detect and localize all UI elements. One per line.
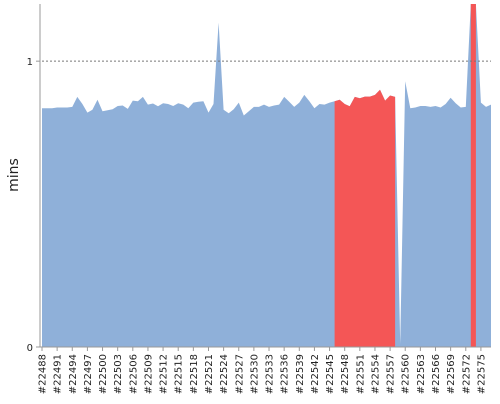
y-tick-label: 0 bbox=[27, 343, 33, 354]
x-tick-label: #22533 bbox=[265, 354, 276, 394]
x-tick-label: #22548 bbox=[340, 354, 351, 394]
x-tick-label: #22494 bbox=[68, 354, 79, 394]
area-series-group bbox=[42, 4, 491, 348]
x-tick-label: #22542 bbox=[310, 354, 321, 394]
x-tick-label: #22491 bbox=[53, 354, 64, 394]
area-highlight-2 bbox=[470, 4, 476, 347]
x-tick-label: #22512 bbox=[159, 354, 170, 394]
x-tick-label: #22557 bbox=[386, 354, 397, 394]
x-tick-label: #22500 bbox=[98, 354, 109, 394]
x-tick-label: #22554 bbox=[371, 354, 382, 394]
x-tick-label: #22506 bbox=[128, 354, 139, 394]
x-tick-label: #22551 bbox=[355, 354, 366, 394]
area-series-normal bbox=[42, 4, 491, 347]
x-tick-label: #22497 bbox=[83, 354, 94, 394]
x-tick-label: #22509 bbox=[143, 354, 154, 394]
x-tick-label: #22563 bbox=[416, 354, 427, 394]
x-tick-label: #22503 bbox=[113, 354, 124, 394]
x-tick-label: #22566 bbox=[431, 354, 442, 394]
x-tick-label: #22539 bbox=[295, 354, 306, 394]
x-tick-label: #22521 bbox=[204, 354, 215, 394]
x-tick-labels-group: #22488 #22491 #22494 #22497 #22500 #22503 #225… bbox=[38, 347, 487, 394]
x-tick-label: #22524 bbox=[219, 354, 230, 394]
x-tick-label: #22518 bbox=[189, 354, 200, 394]
x-tick-label: #22488 bbox=[38, 354, 49, 394]
x-tick-label: #22545 bbox=[325, 354, 336, 394]
x-tick-label: #22572 bbox=[461, 354, 472, 394]
x-tick-label: #22515 bbox=[174, 354, 185, 394]
x-tick-label: #22560 bbox=[401, 354, 412, 394]
area-highlight-1 bbox=[334, 89, 396, 348]
x-tick-label: #22536 bbox=[280, 354, 291, 394]
x-tick-label: #22530 bbox=[249, 354, 260, 394]
y-tick-label: 1 bbox=[27, 57, 33, 68]
y-tick-labels-group: 01 bbox=[27, 57, 40, 354]
y-axis-label: mins bbox=[6, 158, 22, 192]
x-tick-label: #22527 bbox=[234, 354, 245, 394]
x-tick-label: #22569 bbox=[446, 354, 457, 394]
x-tick-label: #22575 bbox=[476, 354, 487, 394]
